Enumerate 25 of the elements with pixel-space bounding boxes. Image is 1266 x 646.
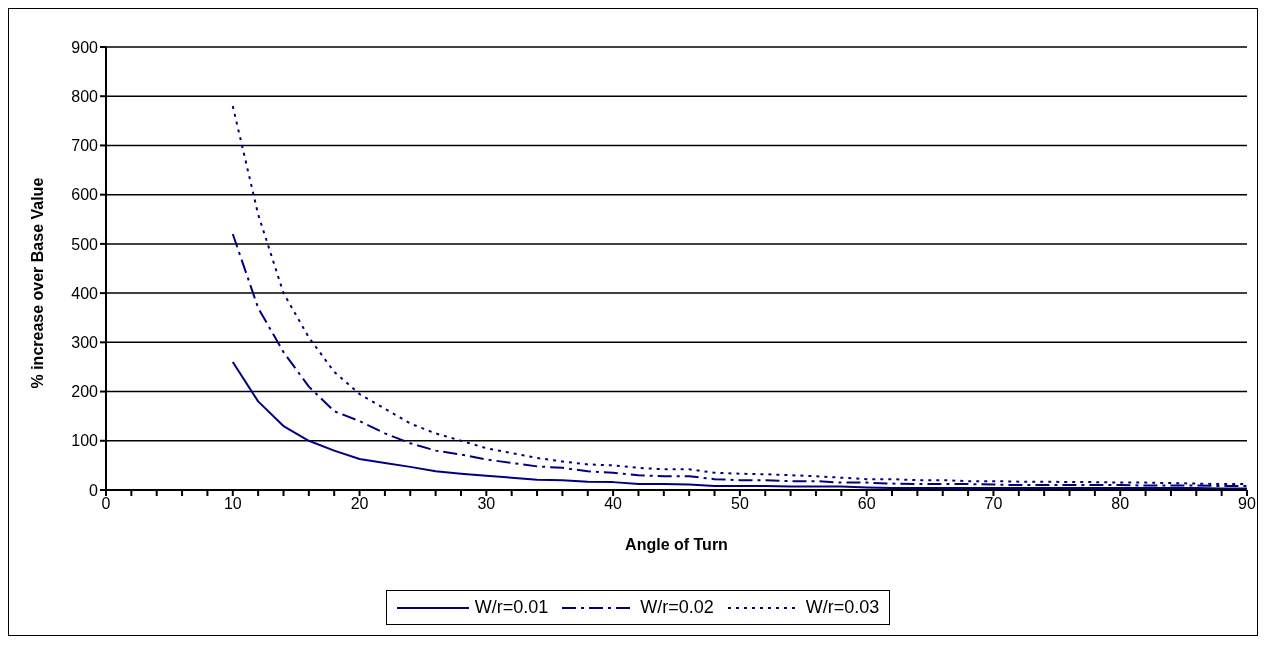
x-axis-title: Angle of Turn <box>625 536 728 553</box>
x-tick-label: 50 <box>730 495 749 513</box>
x-tick-label: 20 <box>350 495 369 513</box>
y-tick-label: 100 <box>71 432 99 450</box>
legend-label: W/r=0.03 <box>804 597 880 618</box>
x-tick-label: 90 <box>1238 495 1256 513</box>
x-tick-label: 10 <box>223 495 242 513</box>
x-tick-label: 60 <box>857 495 876 513</box>
x-tick-label: 30 <box>477 495 496 513</box>
x-tick-label: 80 <box>1111 495 1130 513</box>
y-tick-label: 400 <box>71 284 99 302</box>
y-axis-title: % increase over Base Value <box>28 177 46 389</box>
x-tick-label: 70 <box>984 495 1003 513</box>
y-tick-label: 200 <box>71 383 99 401</box>
y-tick-label: 800 <box>71 87 99 105</box>
x-tick-label: 40 <box>604 495 623 513</box>
legend-label: W/r=0.02 <box>639 597 714 618</box>
y-tick-label: 700 <box>71 137 99 155</box>
y-tick-label: 900 <box>71 38 99 56</box>
legend-label: W/r=0.01 <box>473 597 549 618</box>
y-tick-label: 600 <box>71 186 99 204</box>
y-tick-label: 300 <box>71 334 99 352</box>
y-tick-label: 500 <box>71 235 99 253</box>
y-tick-label: 0 <box>89 481 99 499</box>
x-tick-label: 0 <box>101 495 111 513</box>
